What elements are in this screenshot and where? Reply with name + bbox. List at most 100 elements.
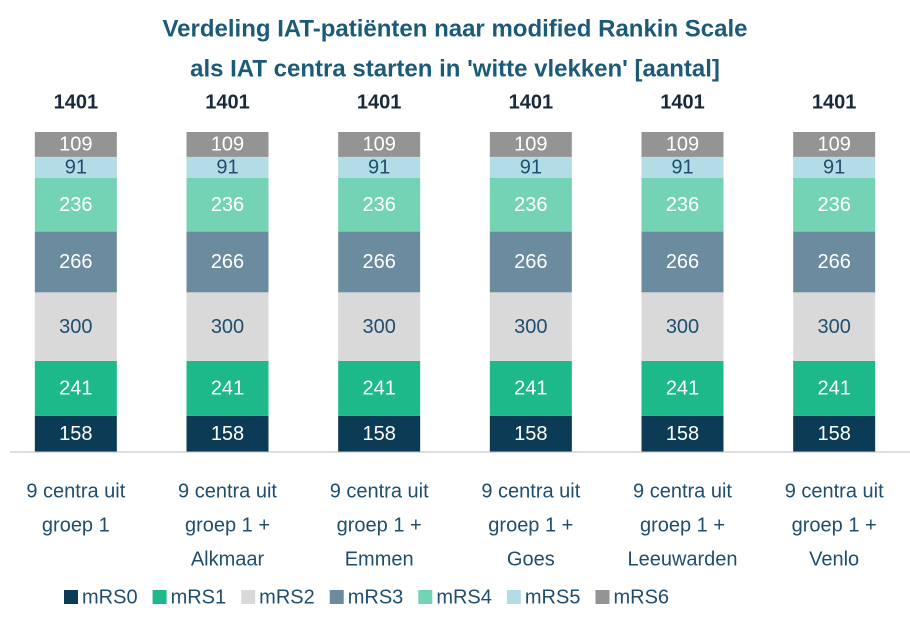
x-tick-label: groep 1 + xyxy=(640,514,725,536)
data-label: 109 xyxy=(362,134,395,156)
chart-title: als IAT centra starten in 'witte vlekken… xyxy=(190,55,720,82)
legend-label: mRS5 xyxy=(525,586,581,608)
legend-label: mRS0 xyxy=(82,586,138,608)
data-label: 241 xyxy=(514,378,547,400)
x-tick-label: groep 1 + xyxy=(185,514,270,536)
x-tick-label: 9 centra uit xyxy=(481,480,580,502)
bar-segment xyxy=(186,292,269,361)
data-label: 236 xyxy=(817,194,850,216)
bar-segment xyxy=(793,177,876,232)
legend-label: mRS1 xyxy=(171,586,227,608)
bar-segment xyxy=(338,156,421,178)
data-label: 158 xyxy=(59,423,92,445)
x-tick-label: groep 1 + xyxy=(337,514,422,536)
x-tick-label: 9 centra uit xyxy=(633,480,732,502)
bar-segment xyxy=(34,292,117,361)
legend-swatch xyxy=(64,590,78,604)
data-label: 91 xyxy=(823,157,845,179)
bar-segment xyxy=(489,415,572,452)
bar-segment xyxy=(186,231,269,293)
data-label: 158 xyxy=(211,423,244,445)
bar-segment xyxy=(489,177,572,232)
x-tick-label: groep 1 xyxy=(42,514,110,536)
data-label: 266 xyxy=(514,251,547,273)
chart-title: Verdeling IAT-patiënten naar modified Ra… xyxy=(162,15,747,42)
data-label: 109 xyxy=(817,134,850,156)
total-label: 1401 xyxy=(205,91,250,113)
bar-segment xyxy=(186,177,269,232)
bar-segment xyxy=(793,231,876,293)
bar-segment xyxy=(338,132,421,157)
x-tick-label: 9 centra uit xyxy=(26,480,125,502)
total-label: 1401 xyxy=(54,91,99,113)
data-label: 236 xyxy=(59,194,92,216)
bar-segment xyxy=(186,360,269,416)
total-label: 1401 xyxy=(812,91,857,113)
data-label: 241 xyxy=(211,378,244,400)
bar-segment xyxy=(338,231,421,293)
data-label: 158 xyxy=(514,423,547,445)
x-tick-label: Alkmaar xyxy=(191,548,265,570)
bar-segment xyxy=(186,156,269,178)
x-tick-label: 9 centra uit xyxy=(178,480,277,502)
bar-segment xyxy=(34,132,117,157)
data-label: 91 xyxy=(520,157,542,179)
bar-segment xyxy=(34,177,117,232)
bar-segment xyxy=(338,292,421,361)
bar-segment xyxy=(338,360,421,416)
x-tick-label: Emmen xyxy=(345,548,414,570)
bar-segment xyxy=(793,415,876,452)
legend-swatch xyxy=(152,590,167,604)
data-label: 91 xyxy=(216,157,238,179)
total-label: 1401 xyxy=(357,91,402,113)
bar-segment xyxy=(793,360,876,416)
data-label: 300 xyxy=(362,316,395,338)
bar-segment xyxy=(489,292,572,361)
x-tick-label: 9 centra uit xyxy=(785,480,884,502)
data-label: 109 xyxy=(211,134,244,156)
data-label: 300 xyxy=(666,316,699,338)
total-label: 1401 xyxy=(509,91,554,113)
x-tick-label: groep 1 + xyxy=(792,514,877,536)
bar-segment xyxy=(793,156,876,178)
data-label: 241 xyxy=(666,378,699,400)
legend-label: mRS4 xyxy=(436,586,492,608)
x-tick-label: Venlo xyxy=(809,548,859,570)
bar-segment xyxy=(641,156,724,178)
data-label: 236 xyxy=(362,194,395,216)
data-label: 266 xyxy=(666,251,699,273)
bar-segment xyxy=(641,360,724,416)
data-label: 266 xyxy=(211,251,244,273)
data-label: 91 xyxy=(65,157,87,179)
bar-segment xyxy=(186,415,269,452)
legend-swatch xyxy=(329,590,344,604)
total-label: 1401 xyxy=(660,91,705,113)
x-tick-label: Leeuwarden xyxy=(627,548,737,570)
bar-segment xyxy=(641,292,724,361)
bar-segment xyxy=(793,132,876,157)
bar-segment xyxy=(34,415,117,452)
bar-segment xyxy=(641,132,724,157)
bar-segment xyxy=(489,231,572,293)
data-label: 241 xyxy=(59,378,92,400)
bar-segment xyxy=(186,132,269,157)
data-label: 91 xyxy=(671,157,693,179)
legend-label: mRS2 xyxy=(259,586,315,608)
legend-label: mRS3 xyxy=(348,586,404,608)
x-tick-label: 9 centra uit xyxy=(330,480,429,502)
data-label: 109 xyxy=(514,134,547,156)
bar-segment xyxy=(34,360,117,416)
data-label: 158 xyxy=(362,423,395,445)
x-tick-label: Goes xyxy=(507,548,555,570)
data-label: 241 xyxy=(362,378,395,400)
legend-swatch xyxy=(506,590,521,604)
legend-swatch xyxy=(241,590,256,604)
data-label: 300 xyxy=(817,316,850,338)
data-label: 266 xyxy=(362,251,395,273)
data-label: 158 xyxy=(817,423,850,445)
data-label: 241 xyxy=(817,378,850,400)
bar-segment xyxy=(338,415,421,452)
data-label: 109 xyxy=(59,134,92,156)
data-label: 266 xyxy=(817,251,850,273)
